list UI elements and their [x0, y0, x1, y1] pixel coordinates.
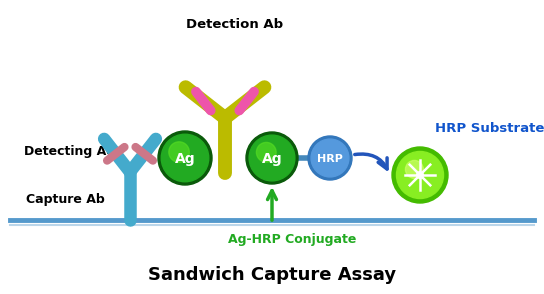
- Circle shape: [249, 135, 295, 181]
- Text: Detecting Ag: Detecting Ag: [24, 146, 115, 158]
- Text: Capture Ab: Capture Ab: [26, 193, 104, 206]
- Circle shape: [161, 134, 209, 182]
- Text: Sandwich Capture Assay: Sandwich Capture Assay: [148, 266, 396, 284]
- Text: Ag-HRP Conjugate: Ag-HRP Conjugate: [228, 233, 356, 246]
- Circle shape: [417, 172, 423, 178]
- Text: Detection Ab: Detection Ab: [187, 18, 283, 31]
- Circle shape: [392, 147, 448, 203]
- Circle shape: [405, 161, 423, 178]
- Circle shape: [158, 131, 212, 185]
- Text: HRP Substrate: HRP Substrate: [435, 121, 544, 134]
- Circle shape: [246, 132, 298, 184]
- Circle shape: [256, 142, 276, 162]
- Text: Ag: Ag: [175, 152, 195, 166]
- Circle shape: [311, 139, 349, 177]
- Circle shape: [308, 136, 352, 180]
- Text: HRP: HRP: [317, 154, 343, 164]
- Circle shape: [169, 142, 189, 162]
- Text: Ag: Ag: [262, 152, 282, 166]
- Circle shape: [397, 151, 443, 198]
